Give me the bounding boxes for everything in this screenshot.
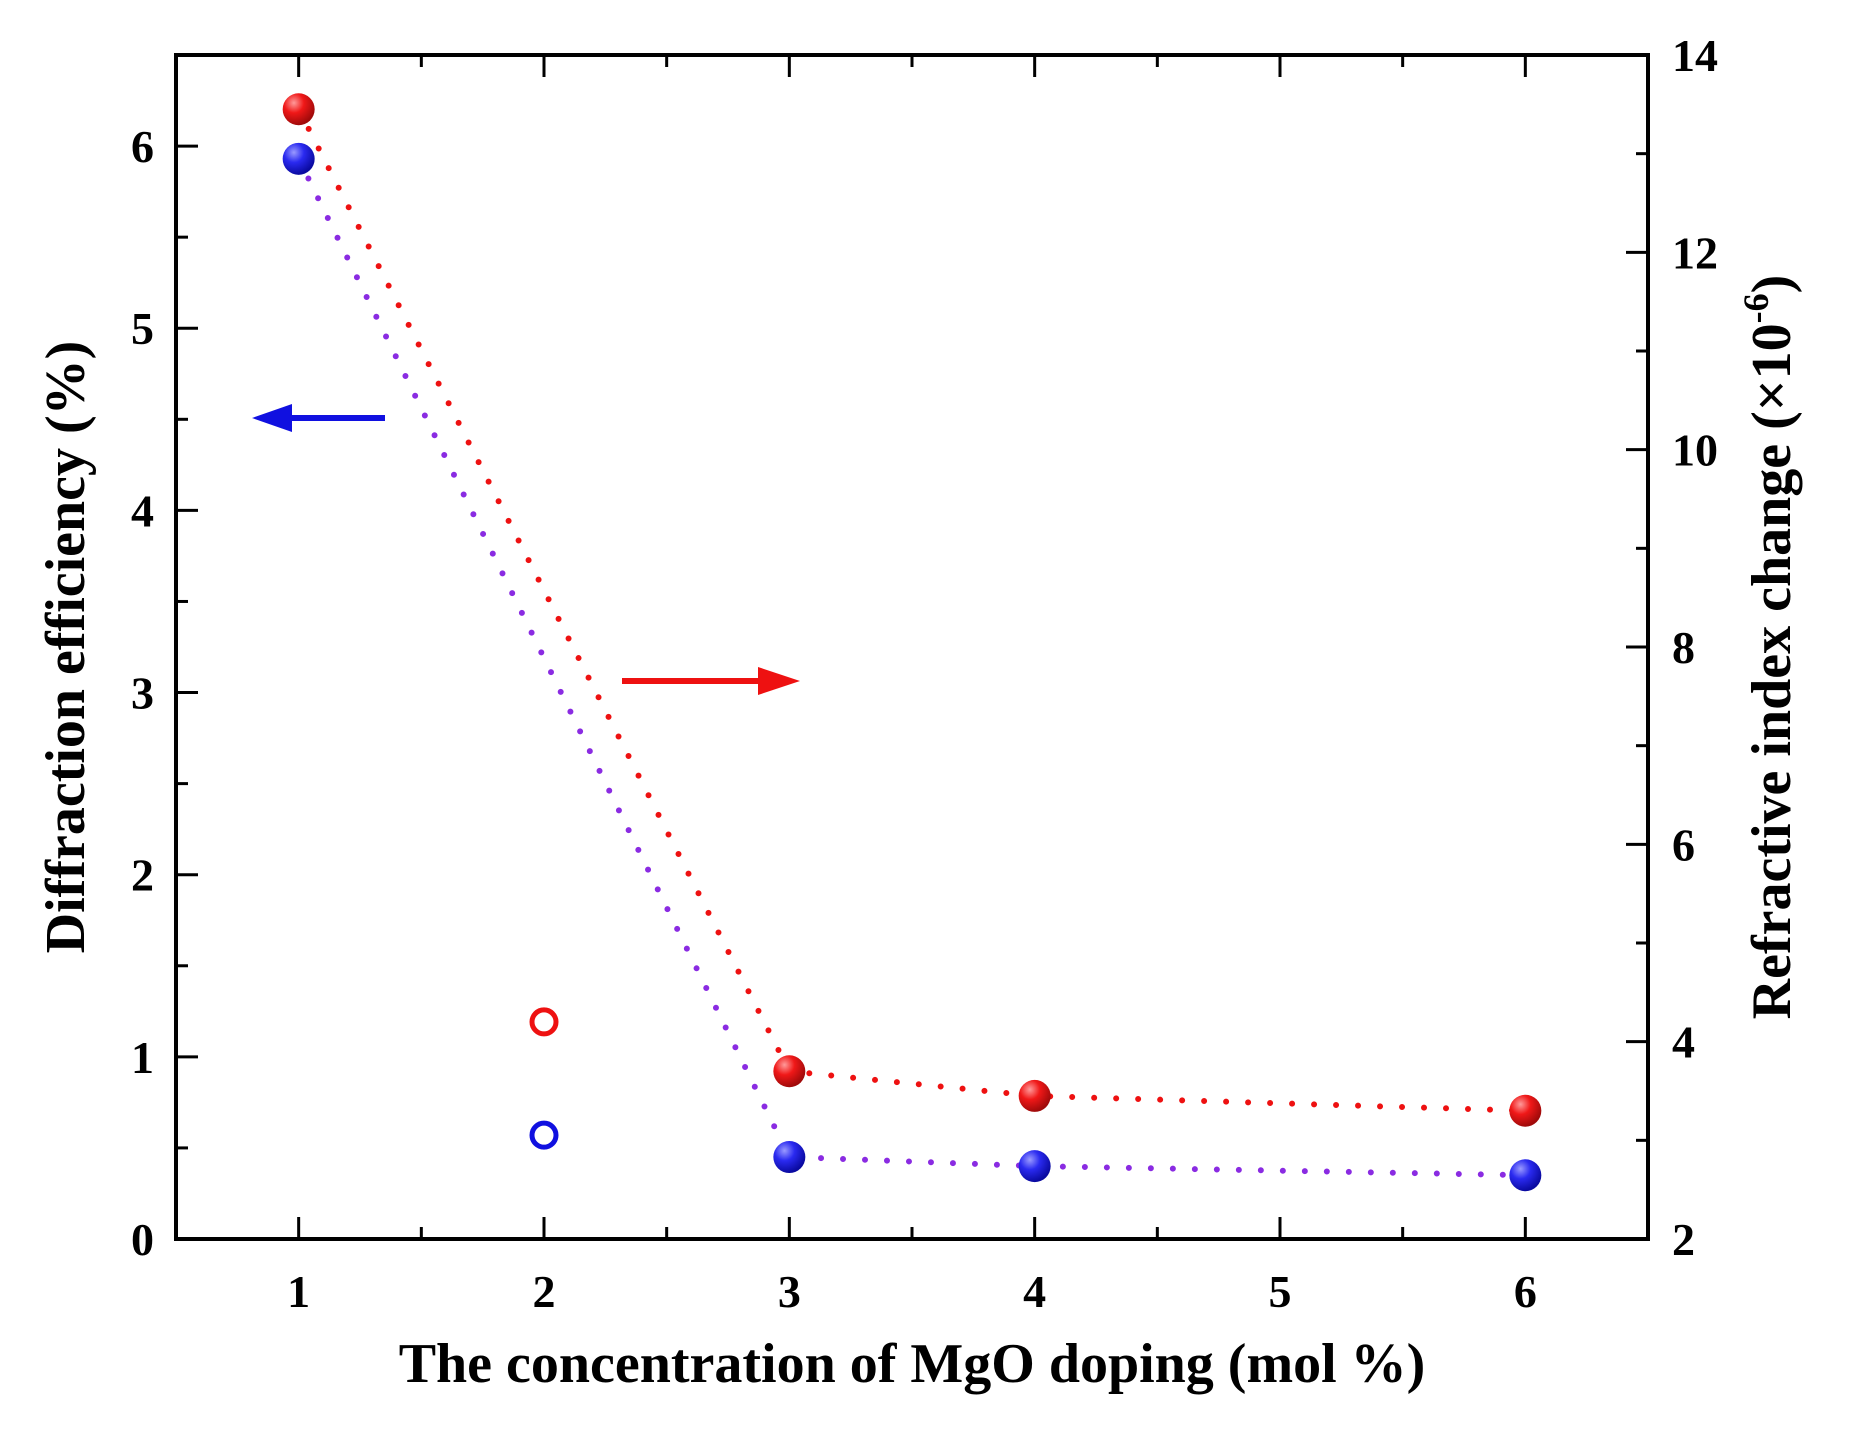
y-right-tick-label: 10 (1672, 425, 1718, 476)
arrow-right-head (758, 667, 800, 695)
data-point-open-red (529, 1007, 559, 1037)
y-right-axis-title-close: ) (1741, 275, 1803, 294)
arrow-left-head (252, 404, 292, 432)
series-line-red (295, 106, 1529, 1114)
y-right-tick-label: 14 (1672, 30, 1718, 81)
y-right-tick-label: 2 (1672, 1214, 1695, 1265)
y-right-tick-label: 6 (1672, 819, 1695, 870)
y-left-tick-labels: 0 1 2 3 4 5 6 (131, 121, 154, 1265)
data-point-blue (282, 142, 315, 175)
data-point-blue (1018, 1150, 1051, 1183)
series-lines (295, 106, 1529, 1179)
x-tick-label: 4 (1023, 1266, 1046, 1317)
x-tick-labels: 1 2 3 4 5 6 (287, 1266, 1537, 1317)
data-points (282, 93, 1542, 1192)
axis-ticks (174, 53, 1650, 1241)
data-point-red (773, 1055, 806, 1088)
x-tick-label: 2 (533, 1266, 556, 1317)
data-point-red (1509, 1094, 1542, 1127)
data-point-red (282, 93, 315, 126)
y-right-tick-label: 8 (1672, 622, 1695, 673)
y-right-axis-title-exponent: -6 (1736, 293, 1776, 323)
y-right-axis-title: Refractive index change (×10-6) (1736, 275, 1803, 1020)
y-left-tick-label: 0 (131, 1214, 154, 1265)
x-axis-title: The concentration of MgO doping (mol %) (399, 1333, 1426, 1395)
y-left-axis-title: Diffraction efficiency (%) (35, 341, 97, 954)
y-right-axis-title-main: Refractive index change (×10 (1741, 323, 1803, 1019)
y-left-tick-label: 5 (131, 303, 154, 354)
data-point-open-blue (529, 1120, 559, 1150)
y-right-tick-labels: 2 4 6 8 10 12 14 (1672, 30, 1718, 1265)
y-left-tick-label: 2 (131, 850, 154, 901)
plot-frame (174, 53, 1650, 1241)
y-left-tick-label: 3 (131, 668, 154, 719)
x-tick-label: 1 (287, 1266, 310, 1317)
series-line-blue (295, 155, 1529, 1179)
y-right-tick-label: 12 (1672, 227, 1718, 278)
axis-indicator-arrows (252, 404, 800, 695)
y-left-tick-label: 4 (131, 485, 154, 536)
x-tick-label: 6 (1514, 1266, 1537, 1317)
x-tick-label: 5 (1269, 1266, 1292, 1317)
data-point-red (1018, 1079, 1051, 1112)
y-right-tick-label: 4 (1672, 1017, 1695, 1068)
data-point-blue (773, 1141, 806, 1174)
y-left-tick-label: 1 (131, 1032, 154, 1083)
y-left-tick-label: 6 (131, 121, 154, 172)
data-point-blue (1509, 1159, 1542, 1192)
x-tick-label: 3 (778, 1266, 801, 1317)
